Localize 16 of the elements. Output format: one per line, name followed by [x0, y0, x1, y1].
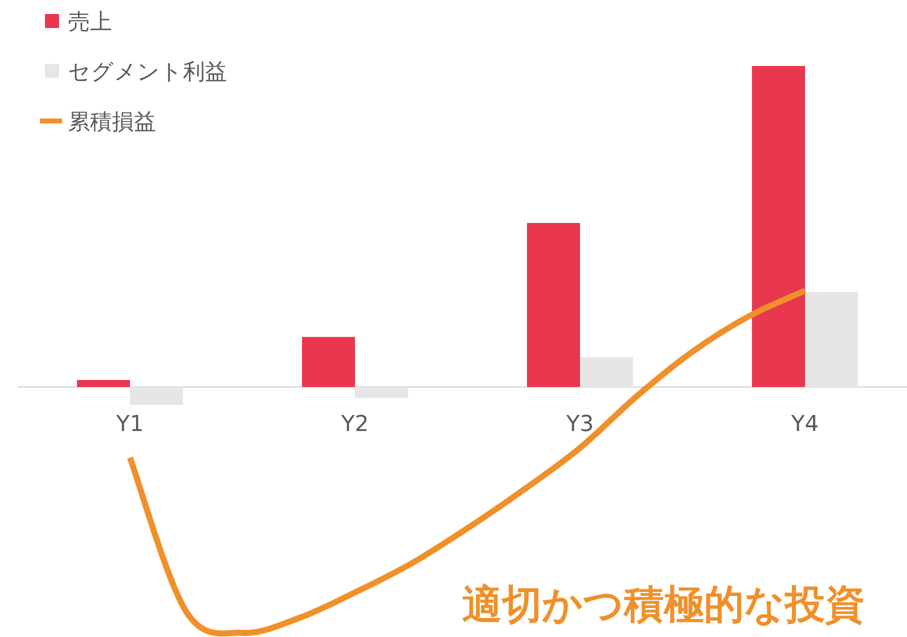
bar: [580, 357, 633, 387]
x-tick-label: Y1: [115, 412, 144, 437]
x-tick-label: Y4: [790, 412, 819, 437]
x-tick-label: Y3: [565, 412, 594, 437]
annotation: 適切かつ積極的な投資: [462, 582, 865, 628]
bar: [130, 387, 183, 405]
bar: [77, 380, 130, 387]
bar: [527, 222, 580, 387]
bar: [805, 292, 858, 387]
x-tick-label: Y2: [340, 412, 369, 437]
legend-label: 累積損益: [68, 110, 156, 135]
legend-label: 売上: [68, 10, 112, 35]
bar: [752, 66, 805, 387]
bar: [355, 387, 408, 398]
legend-label: セグメント利益: [68, 60, 227, 85]
bar: [302, 336, 355, 387]
